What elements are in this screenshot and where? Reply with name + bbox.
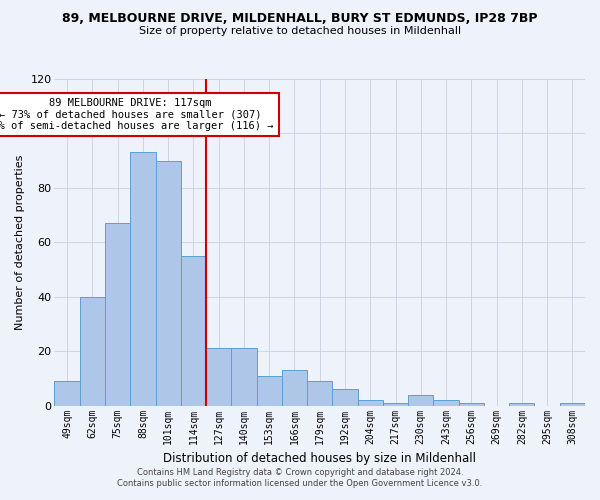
Bar [358,400,383,406]
Bar [307,381,332,406]
Bar [509,403,535,406]
Text: Contains HM Land Registry data © Crown copyright and database right 2024.
Contai: Contains HM Land Registry data © Crown c… [118,468,482,487]
Y-axis label: Number of detached properties: Number of detached properties [15,154,25,330]
Text: 89, MELBOURNE DRIVE, MILDENHALL, BURY ST EDMUNDS, IP28 7BP: 89, MELBOURNE DRIVE, MILDENHALL, BURY ST… [62,12,538,26]
Bar [155,160,181,406]
Bar [55,381,80,406]
Bar [80,297,105,406]
Bar [560,403,585,406]
Bar [206,348,232,406]
Bar [383,403,408,406]
X-axis label: Distribution of detached houses by size in Mildenhall: Distribution of detached houses by size … [163,452,476,465]
Bar [408,395,433,406]
Bar [433,400,458,406]
Bar [130,152,155,406]
Bar [257,376,282,406]
Bar [332,390,358,406]
Bar [105,224,130,406]
Text: 89 MELBOURNE DRIVE: 117sqm
← 73% of detached houses are smaller (307)
27% of sem: 89 MELBOURNE DRIVE: 117sqm ← 73% of deta… [0,98,274,132]
Bar [232,348,257,406]
Bar [458,403,484,406]
Bar [181,256,206,406]
Text: Size of property relative to detached houses in Mildenhall: Size of property relative to detached ho… [139,26,461,36]
Bar [282,370,307,406]
